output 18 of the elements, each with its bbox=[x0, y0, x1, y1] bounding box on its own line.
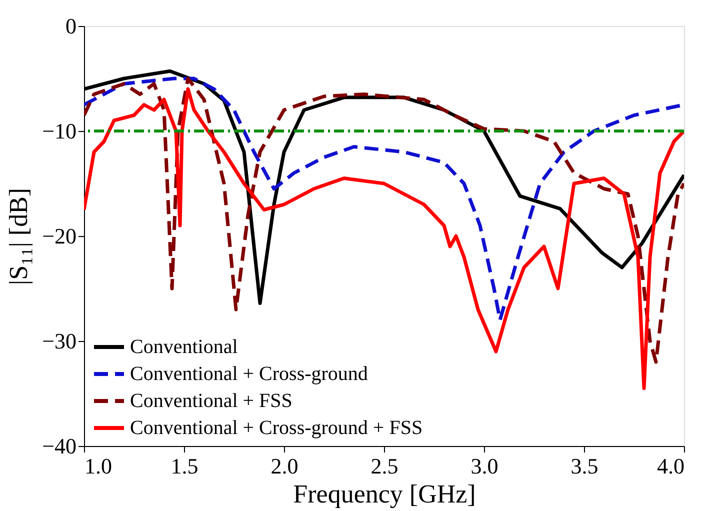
y-tick-label: −20 bbox=[42, 224, 76, 248]
y-tick-label: −30 bbox=[42, 328, 76, 354]
x-tick-label: 2.5 bbox=[370, 454, 398, 478]
x-tick-label: 3.5 bbox=[570, 454, 598, 478]
x-axis-title: Frequency [GHz] bbox=[293, 480, 476, 508]
x-tick-label: 1.0 bbox=[84, 454, 112, 478]
legend-label: Conventional bbox=[130, 336, 238, 358]
x-tick-label: 2.0 bbox=[270, 454, 298, 478]
y-tick-label: −40 bbox=[42, 434, 76, 458]
x-tick-label: 4.0 bbox=[657, 454, 684, 478]
legend-label: Conventional + Cross-ground + FSS bbox=[130, 417, 423, 439]
x-tick-label: 3.0 bbox=[470, 454, 498, 478]
legend-label: Conventional + Cross-ground bbox=[130, 363, 368, 385]
legend-label: Conventional + FSS bbox=[130, 390, 292, 412]
y-tick-label: −10 bbox=[42, 118, 76, 144]
y-axis-title: |S₁₁| [dB] bbox=[4, 188, 34, 286]
y-tick-label: 0 bbox=[66, 14, 76, 38]
x-tick-label: 1.5 bbox=[170, 454, 198, 478]
